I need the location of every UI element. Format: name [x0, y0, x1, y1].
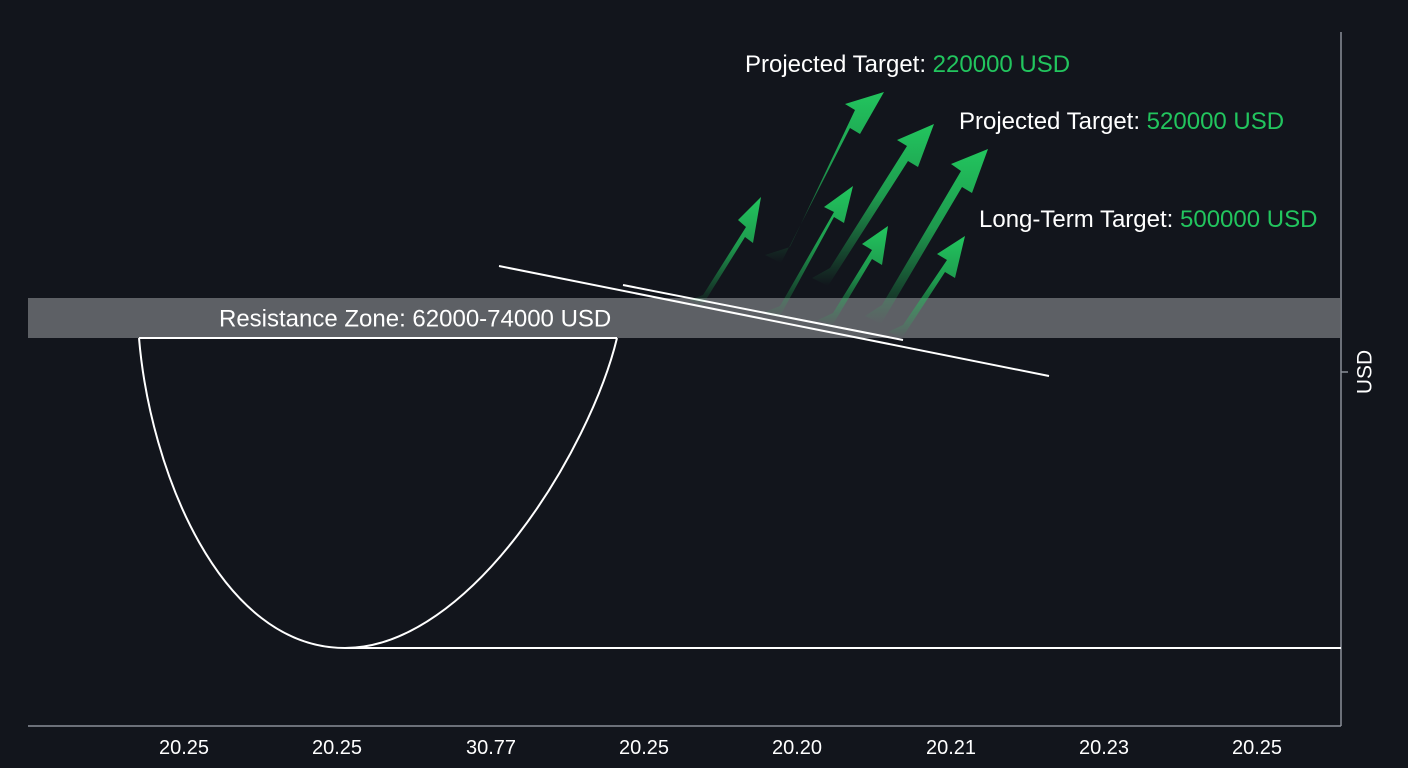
- projection-arrow: [765, 92, 884, 263]
- resistance-zone-band: [28, 298, 1341, 338]
- annotation-value: 500000 USD: [1180, 206, 1317, 233]
- projection-arrow: [888, 236, 965, 338]
- cup-curve: [138, 337, 618, 650]
- x-tick-label: 30.77: [466, 737, 516, 759]
- x-tick-label: 20.25: [1232, 737, 1282, 759]
- trend-line-upper: [498, 265, 1050, 377]
- annotation-value: 520000 USD: [1147, 108, 1284, 135]
- projection-arrow: [865, 149, 988, 324]
- annotation-long-term-target: Long-Term Target: 500000 USD: [979, 206, 1317, 233]
- x-tick-label: 20.25: [312, 737, 362, 759]
- x-tick-label: 20.21: [926, 737, 976, 759]
- projection-arrows: [690, 92, 988, 338]
- x-tick-label: 20.25: [159, 737, 209, 759]
- annotation-prefix: Long-Term Target:: [979, 206, 1180, 233]
- y-axis-label: USD: [1354, 350, 1377, 394]
- projection-arrow: [818, 226, 888, 326]
- x-tick-labels: 20.25 20.25 30.77 20.25 20.20 20.21 20.2…: [159, 737, 1282, 759]
- annotation-prefix: Projected Target:: [745, 51, 933, 78]
- x-tick-label: 20.23: [1079, 737, 1129, 759]
- projection-arrow: [812, 124, 934, 286]
- x-tick-label: 20.20: [772, 737, 822, 759]
- resistance-zone-label: Resistance Zone: 62000-74000 USD: [219, 306, 611, 333]
- projection-arrow: [765, 186, 853, 318]
- annotation-prefix: Projected Target:: [959, 108, 1147, 135]
- projection-arrow: [690, 197, 761, 306]
- annotation-value: 220000 USD: [933, 51, 1070, 78]
- trend-line-lower: [622, 284, 904, 341]
- annotation-projected-target-1: Projected Target: 220000 USD: [745, 51, 1070, 78]
- x-tick-label: 20.25: [619, 737, 669, 759]
- annotation-projected-target-2: Projected Target: 520000 USD: [959, 108, 1284, 135]
